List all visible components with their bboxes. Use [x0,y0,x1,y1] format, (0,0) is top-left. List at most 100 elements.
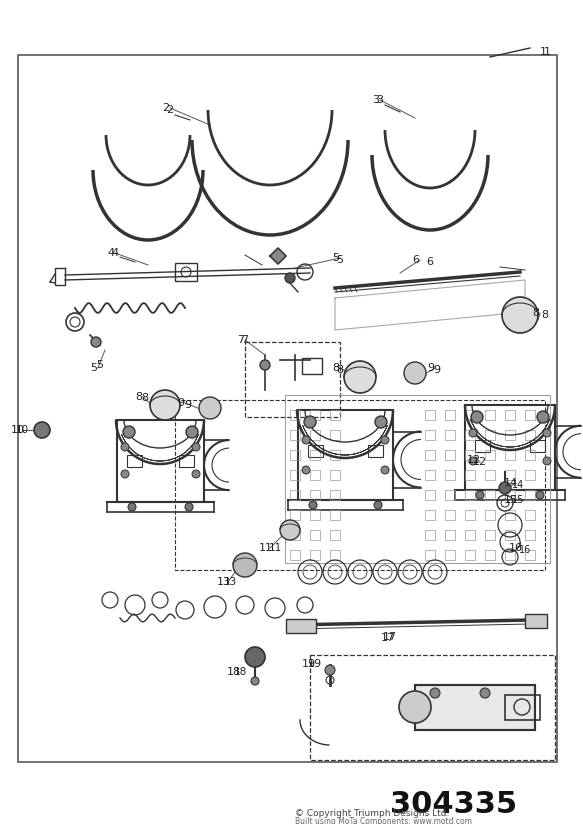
Circle shape [381,466,389,474]
Bar [310,430,320,440]
Bar [505,530,515,540]
Circle shape [121,443,129,451]
Text: 5: 5 [97,360,104,370]
Text: 13: 13 [223,577,237,587]
Circle shape [302,466,310,474]
Bar [310,510,320,520]
Text: 16: 16 [519,545,531,555]
Bar [330,450,340,460]
Bar [425,550,435,560]
Text: 17: 17 [381,633,395,643]
Bar [445,530,455,540]
Bar [245,342,340,417]
Text: 12: 12 [473,457,487,467]
Bar [445,510,455,520]
Bar [425,510,435,520]
Text: 9: 9 [427,363,434,373]
Bar [530,440,545,452]
Text: 304335: 304335 [390,790,517,819]
Text: 8: 8 [542,310,549,320]
Circle shape [309,501,317,509]
Bar [465,430,475,440]
Circle shape [469,429,477,437]
Text: 1: 1 [543,47,550,57]
Text: 15: 15 [504,495,518,505]
Text: 18: 18 [227,667,241,677]
Polygon shape [270,248,286,264]
Circle shape [34,422,50,438]
Circle shape [121,470,129,478]
Bar [525,614,547,628]
Bar [290,470,300,480]
Bar [485,550,495,560]
Circle shape [123,426,135,438]
Text: 5: 5 [336,255,343,265]
Text: 14: 14 [512,480,524,490]
Text: 19: 19 [308,659,322,669]
Bar [290,450,300,460]
Bar [505,510,515,520]
Text: 2: 2 [163,103,170,113]
Circle shape [430,688,440,698]
Text: 9: 9 [184,400,192,410]
Bar [525,410,535,420]
Bar [525,430,535,440]
Circle shape [304,416,316,428]
Bar [425,430,435,440]
Circle shape [374,501,382,509]
Text: 8: 8 [142,393,149,403]
Text: 10: 10 [11,425,25,435]
Bar [310,655,555,760]
Circle shape [499,482,511,494]
Bar [330,490,340,500]
Bar [505,695,540,720]
Bar [485,470,495,480]
Circle shape [480,688,490,698]
Text: 9: 9 [433,365,441,375]
Text: Built using MoTa Components: www.motd.com: Built using MoTa Components: www.motd.co… [295,817,472,824]
Circle shape [471,411,483,423]
Bar [330,430,340,440]
Bar [445,550,455,560]
Circle shape [199,397,221,419]
Circle shape [150,390,180,420]
Bar [175,263,197,281]
Circle shape [325,665,335,675]
Bar [425,410,435,420]
Circle shape [233,553,257,577]
Bar [310,530,320,540]
Text: 3: 3 [373,95,380,105]
Circle shape [192,443,200,451]
Circle shape [399,691,431,723]
Bar [475,440,490,452]
Bar [330,410,340,420]
Text: 12: 12 [467,455,481,465]
Text: 11: 11 [259,543,273,553]
Bar [525,470,535,480]
Bar [308,445,323,457]
Bar [290,530,300,540]
Text: © Copyright Triumph Designs Ltd.: © Copyright Triumph Designs Ltd. [295,809,449,818]
Bar [368,445,383,457]
Bar [465,550,475,560]
Bar [175,400,545,570]
Text: 6: 6 [427,257,434,267]
Text: 4: 4 [107,248,115,258]
Bar [117,420,204,502]
Bar [525,530,535,540]
Circle shape [537,411,549,423]
Bar [465,490,475,500]
Bar [179,455,194,467]
Text: 8: 8 [532,308,539,318]
Bar [505,470,515,480]
Circle shape [285,273,295,283]
Bar [465,405,555,490]
Bar [505,550,515,560]
Circle shape [280,520,300,540]
Text: 18: 18 [233,667,247,677]
Bar [310,410,320,420]
Bar [445,490,455,500]
Bar [290,550,300,560]
Bar [485,490,495,500]
Text: 8: 8 [332,363,339,373]
